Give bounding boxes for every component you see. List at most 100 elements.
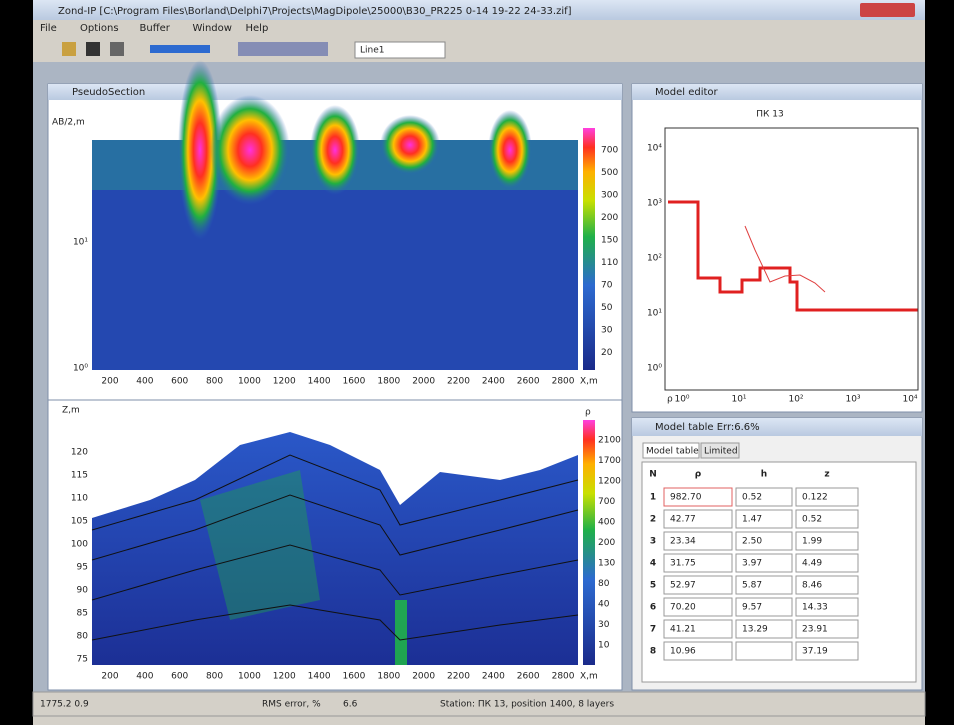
- table-cell[interactable]: [795, 641, 859, 661]
- table-cell[interactable]: [663, 509, 733, 529]
- table-cell[interactable]: [735, 509, 793, 529]
- colorbar-label: 400: [598, 518, 615, 528]
- y-tick-label: 75: [77, 655, 88, 665]
- window-title: PseudoSection: [72, 87, 145, 98]
- colorbar-label: 2100: [598, 436, 621, 446]
- table-cell[interactable]: [795, 619, 859, 639]
- combo-value[interactable]: Line1: [360, 46, 384, 56]
- table-cell[interactable]: [735, 487, 793, 507]
- ps-anomaly: [488, 110, 532, 190]
- x-tick-label: 2200: [447, 377, 470, 387]
- icon-group[interactable]: [238, 42, 328, 56]
- menu-item[interactable]: Help: [246, 23, 269, 34]
- menu-item[interactable]: Options: [80, 23, 119, 34]
- observed-curve: [744, 225, 826, 293]
- table-cell[interactable]: [795, 597, 859, 617]
- x-tick-label: 1200: [273, 377, 296, 387]
- icon-open[interactable]: [62, 42, 76, 56]
- pseudosection-image: [92, 60, 595, 370]
- table-cell[interactable]: [795, 487, 859, 507]
- colorbar-title: ρ: [585, 408, 591, 418]
- table-cell[interactable]: [663, 487, 733, 507]
- cell-value: 70.20: [670, 603, 696, 613]
- cell-value: 37.19: [802, 647, 828, 657]
- layer-boundary: [91, 454, 579, 531]
- tab[interactable]: [642, 442, 700, 459]
- colorbar-label: 500: [601, 168, 618, 178]
- table-cell[interactable]: [735, 619, 793, 639]
- table-cell[interactable]: [735, 597, 793, 617]
- table-cell[interactable]: [663, 553, 733, 573]
- model-table-title-bar: [632, 418, 922, 436]
- x-axis-label: X,m: [580, 377, 598, 387]
- table-cell[interactable]: [663, 531, 733, 551]
- x-tick-label: 2400: [482, 672, 505, 682]
- tab-label[interactable]: Limited: [704, 447, 738, 457]
- table-cell[interactable]: [663, 575, 733, 595]
- section-body: [92, 432, 578, 665]
- y-tick-label: 10³: [647, 199, 662, 209]
- y-tick-label: 100: [71, 540, 88, 550]
- cell-value: 5.87: [742, 581, 762, 591]
- icon-view[interactable]: [150, 45, 210, 53]
- y-tick-label: 10⁴: [647, 144, 662, 154]
- y-tick-label: 115: [71, 471, 88, 481]
- colorbar-label: 200: [601, 213, 618, 223]
- x-tick-label: 1400: [308, 377, 331, 387]
- colorbar-label: 10: [598, 641, 610, 651]
- cell-value: 10.96: [670, 647, 696, 657]
- cell-value: 0.122: [802, 493, 828, 503]
- status-field: Station: ПК 13, position 1400, 8 layers: [440, 700, 614, 710]
- tab[interactable]: [700, 442, 740, 459]
- colorbar-label: 30: [601, 326, 613, 336]
- table-cell[interactable]: [795, 575, 859, 595]
- section-anomaly: [200, 470, 320, 620]
- table-cell[interactable]: [663, 641, 733, 661]
- cell-value: 1.99: [802, 537, 822, 547]
- window-title: Model table Err:6.6%: [655, 422, 760, 433]
- x-tick-label: 10²: [788, 395, 803, 405]
- table-cell[interactable]: [663, 597, 733, 617]
- column-header: h: [761, 470, 767, 480]
- combo-box[interactable]: [354, 41, 446, 59]
- row-number: 1: [650, 493, 656, 503]
- x-tick-label: 400: [136, 672, 153, 682]
- table-cell[interactable]: [735, 641, 793, 661]
- table-cell[interactable]: [735, 575, 793, 595]
- x-tick-label: 200: [101, 672, 118, 682]
- x-tick-label: 1200: [273, 672, 296, 682]
- status-field: 1775.2 0.9: [40, 700, 89, 710]
- menu-item[interactable]: Buffer: [140, 23, 171, 34]
- section-anomaly: [395, 600, 407, 665]
- cell-value: 3.97: [742, 559, 762, 569]
- menu-item[interactable]: File: [40, 23, 57, 34]
- window-buttons[interactable]: [860, 3, 915, 17]
- colorbar-label: 300: [601, 191, 618, 201]
- icon-save[interactable]: [86, 42, 100, 56]
- table-cell[interactable]: [735, 553, 793, 573]
- x-tick-label: 2200: [447, 672, 470, 682]
- x-tick-label: 1400: [308, 672, 331, 682]
- table-cell[interactable]: [795, 531, 859, 551]
- table-cell[interactable]: [795, 553, 859, 573]
- status-field: RMS error, %: [262, 700, 321, 710]
- row-number: 5: [650, 581, 656, 591]
- tab-label[interactable]: Model table: [646, 447, 699, 457]
- ps-colorbar: [583, 128, 595, 370]
- cell-value: 1.47: [742, 515, 762, 525]
- cell-value: 9.57: [742, 603, 762, 613]
- menu-item[interactable]: Window: [193, 23, 232, 34]
- table-cell[interactable]: [663, 619, 733, 639]
- icon-tools[interactable]: [110, 42, 124, 56]
- y-tick-label: 85: [77, 609, 88, 619]
- y-axis-label: AB/2,m: [52, 118, 85, 128]
- table-cell[interactable]: [795, 509, 859, 529]
- section-colorbar: [583, 420, 595, 665]
- ps-anomaly: [178, 60, 222, 240]
- window-title: Model editor: [655, 87, 719, 98]
- table-cell[interactable]: [735, 531, 793, 551]
- row-number: 7: [650, 625, 656, 635]
- cell-value: 31.75: [670, 559, 696, 569]
- status-field: 6.6: [343, 700, 358, 710]
